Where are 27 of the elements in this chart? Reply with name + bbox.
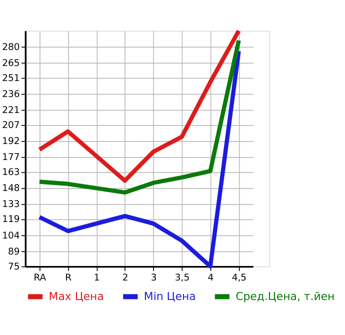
y-tick-label: 89 [8, 246, 20, 258]
x-tick-label: 3 [150, 272, 157, 284]
legend-label: Max Цена [48, 290, 104, 304]
line-series [37, 49, 241, 268]
y-tick-label: 251 [2, 72, 20, 84]
y-tick-label: 280 [2, 42, 20, 53]
x-tick-label: RA [34, 272, 47, 284]
legend-label: Сред.Цена, т.йен [236, 290, 335, 304]
legend-label: Min Цена [144, 290, 196, 304]
y-tick-label: 119 [2, 214, 20, 226]
x-tick-label: 1 [94, 272, 100, 284]
y-tick-label: 265 [2, 58, 20, 69]
x-tick-label: 2 [122, 272, 128, 284]
x-tick-label: 4,5 [232, 272, 247, 284]
x-tick-label: 4 [208, 272, 214, 284]
y-tick-label: 148 [2, 183, 20, 194]
y-tick-label: 192 [2, 136, 20, 148]
y-tick-label: 236 [2, 88, 20, 100]
x-tick-label: 3,5 [174, 272, 190, 284]
x-tick-label: R [65, 272, 72, 284]
y-tick-label: 221 [2, 104, 20, 116]
y-tick-label: 75 [8, 261, 20, 272]
y-tick-label: 104 [2, 230, 20, 242]
y-tick-label: 133 [2, 199, 20, 210]
y-tick-label: 207 [2, 120, 20, 131]
y-tick-label: 163 [2, 167, 20, 178]
y-tick-label: 177 [2, 152, 20, 164]
